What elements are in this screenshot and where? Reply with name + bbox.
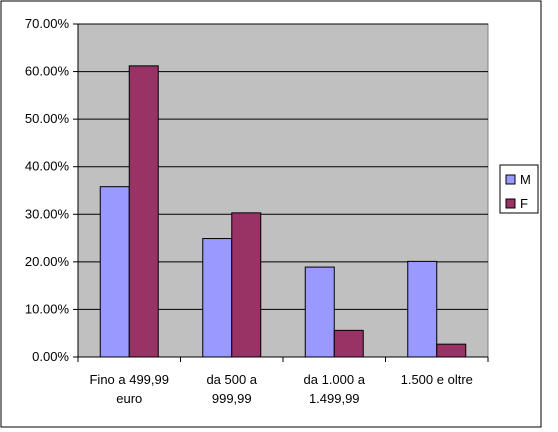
legend-label-F: F	[520, 196, 528, 211]
x-axis: Fino a 499,99 euro da 500 a 999,99 da 1.000 …	[77, 356, 489, 406]
y-tick-label: 50.00%	[25, 111, 70, 126]
legend-label-M: M	[520, 172, 531, 187]
x-category-label: 1.500 e oltre	[401, 372, 473, 387]
legend: MF	[499, 164, 539, 214]
x-category-label: da 1.000 a 1.499,99	[304, 372, 366, 406]
bars	[99, 65, 467, 358]
bar-M-3	[407, 260, 438, 358]
legend-swatch-M	[505, 174, 516, 185]
y-tick-label: 10.00%	[25, 301, 70, 316]
y-tick-label: 40.00%	[25, 159, 70, 174]
y-tick-label: 20.00%	[25, 254, 70, 269]
bar-F-0	[128, 65, 159, 358]
y-tick-label: 30.00%	[25, 206, 70, 221]
bar-F-1	[231, 212, 262, 358]
x-category-label: Fino a 499,99 euro	[89, 372, 169, 406]
bar-F-3	[436, 343, 467, 358]
y-tick-label: 60.00%	[25, 64, 70, 79]
y-tick-label: 0.00%	[32, 349, 69, 364]
bar-M-2	[304, 266, 335, 358]
bar-F-2	[333, 329, 364, 358]
bar-M-1	[202, 238, 233, 358]
y-axis: 0.00% 10.00% 20.00% 30.00% 40.00% 50.00% 60.00…	[25, 16, 79, 364]
legend-swatch-F	[505, 198, 516, 209]
x-category-label: da 500 a 999,99	[206, 372, 257, 406]
y-tick-label: 70.00%	[25, 16, 70, 31]
bar-M-0	[99, 186, 130, 358]
